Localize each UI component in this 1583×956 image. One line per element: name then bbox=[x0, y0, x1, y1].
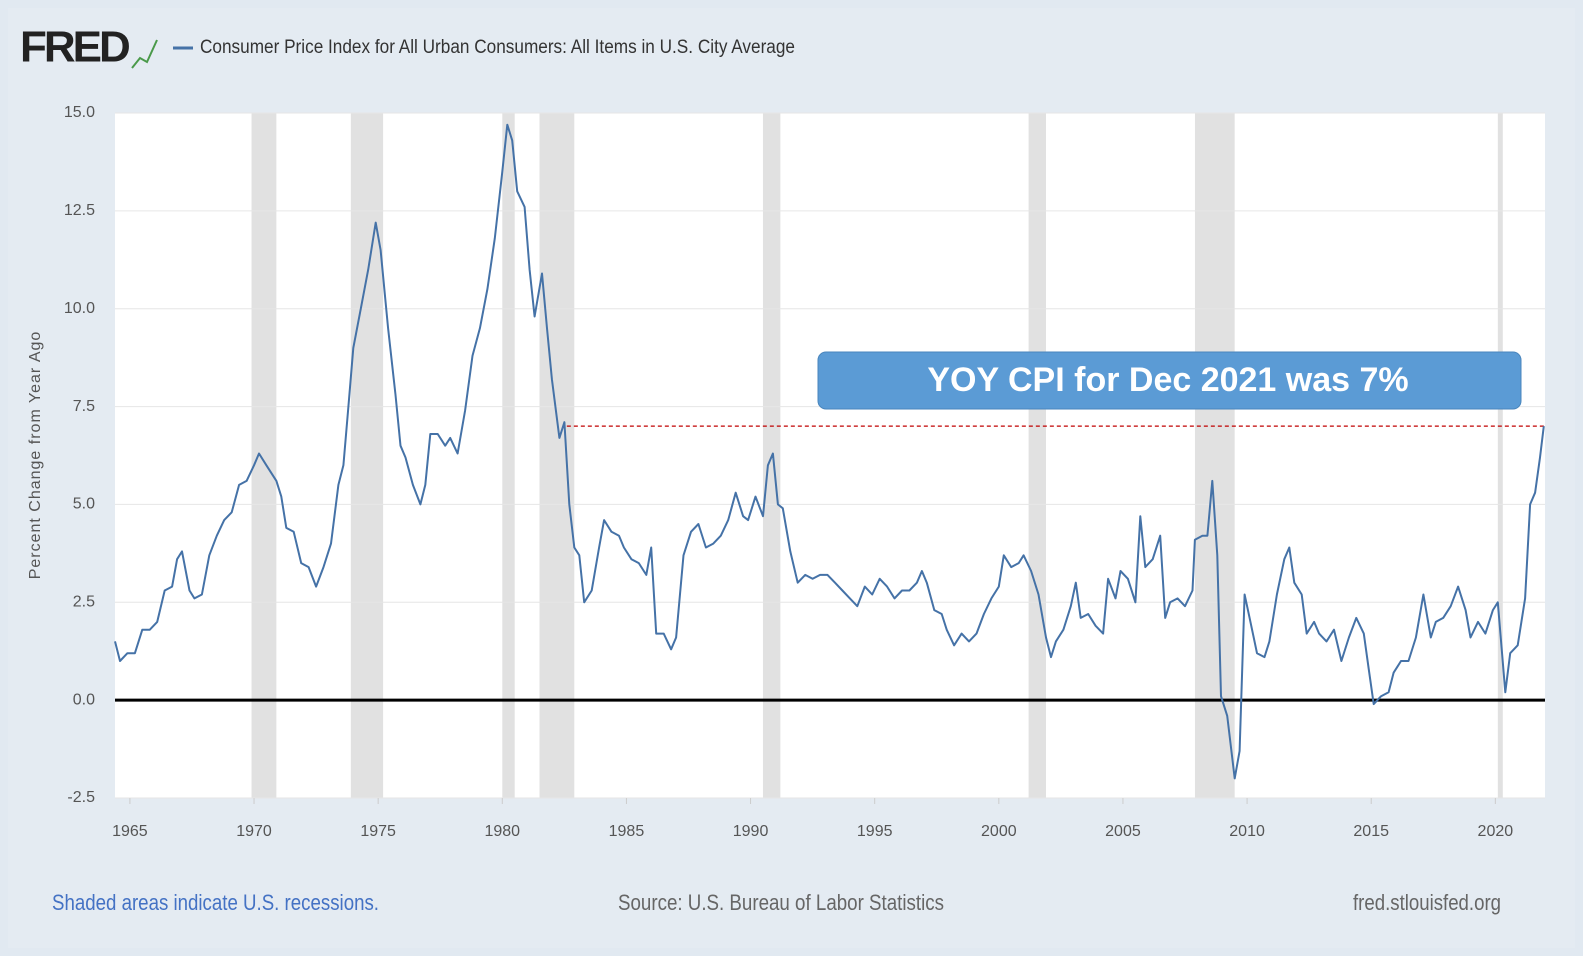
recession-band bbox=[350, 113, 384, 798]
y-axis-label: Percent Change from Year Ago bbox=[27, 331, 44, 580]
logo-icon bbox=[131, 39, 158, 69]
x-tick-label: 2020 bbox=[1478, 823, 1514, 840]
recession-band bbox=[1194, 113, 1235, 798]
x-tick-label: 2000 bbox=[981, 823, 1017, 840]
y-tick-label: 0.0 bbox=[73, 691, 95, 708]
legend-label: Consumer Price Index for All Urban Consu… bbox=[200, 37, 795, 58]
recession-band bbox=[251, 113, 277, 798]
x-tick-label: 1985 bbox=[609, 823, 645, 840]
x-tick-label: 2010 bbox=[1229, 823, 1265, 840]
annotation-text: YOY CPI for Dec 2021 was 7% bbox=[927, 361, 1408, 399]
x-tick-label: 1980 bbox=[484, 823, 520, 840]
y-tick-label: 2.5 bbox=[73, 594, 95, 611]
recession-band bbox=[1497, 113, 1503, 798]
x-tick-label: 2005 bbox=[1105, 823, 1141, 840]
footer-source: Source: U.S. Bureau of Labor Statistics bbox=[618, 890, 944, 915]
recession-band bbox=[1028, 113, 1046, 798]
x-tick-label: 2015 bbox=[1353, 823, 1389, 840]
x-tick-label: 1975 bbox=[360, 823, 396, 840]
y-tick-label: -2.5 bbox=[67, 789, 95, 806]
x-tick-label: 1995 bbox=[857, 823, 893, 840]
footer-site: fred.stlouisfed.org bbox=[1353, 890, 1501, 915]
footer-note: Shaded areas indicate U.S. recessions. bbox=[52, 890, 379, 915]
y-tick-label: 15.0 bbox=[64, 104, 95, 121]
series-line bbox=[114, 123, 1545, 780]
y-tick-label: 10.0 bbox=[64, 300, 95, 317]
recession-band bbox=[502, 113, 515, 798]
y-tick-label: 12.5 bbox=[64, 202, 95, 219]
y-tick-label: 5.0 bbox=[73, 496, 95, 513]
recession-band bbox=[539, 113, 575, 798]
x-tick-label: 1965 bbox=[112, 823, 148, 840]
x-tick-label: 1970 bbox=[236, 823, 272, 840]
x-tick-label: 1990 bbox=[733, 823, 769, 840]
logo: FRED bbox=[20, 23, 129, 72]
plot-area bbox=[115, 113, 1545, 798]
y-tick-label: 7.5 bbox=[73, 398, 95, 415]
annotation-box bbox=[817, 351, 1522, 410]
